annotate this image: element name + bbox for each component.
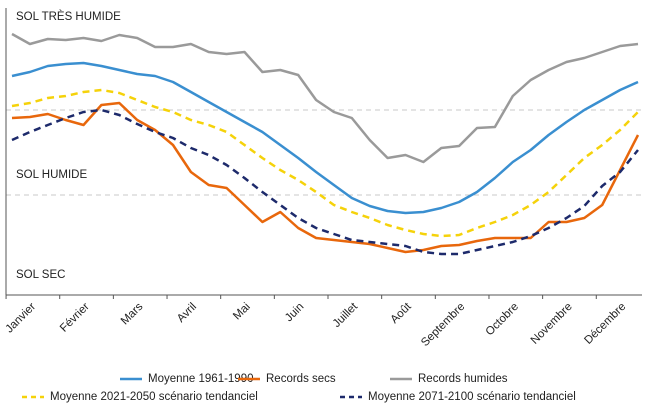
x-tick-label: Septembre bbox=[419, 301, 467, 349]
y-tick-label: SOL TRÈS HUMIDE bbox=[16, 10, 121, 23]
y-tick-label: SOL SEC bbox=[16, 269, 65, 281]
x-tick-label: Janvier bbox=[3, 301, 38, 336]
x-tick-label: Août bbox=[389, 300, 415, 326]
series-line bbox=[11, 32, 639, 164]
x-tick-label: Juillet bbox=[331, 300, 361, 330]
x-tick-label: Décembre bbox=[582, 301, 628, 347]
x-tick-label: Avril bbox=[175, 301, 199, 325]
x-tick-label: Novembre bbox=[529, 301, 575, 347]
x-tick-label: Mars bbox=[119, 301, 146, 328]
legend-label: Records secs bbox=[266, 373, 336, 385]
series-line bbox=[11, 61, 639, 215]
legend-label: Moyenne 2021-2050 scénario tendanciel bbox=[50, 391, 258, 403]
legend-label: Records humides bbox=[418, 373, 508, 385]
y-tick-label: SOL HUMIDE bbox=[16, 169, 87, 181]
x-tick-label: Juin bbox=[283, 301, 306, 324]
x-tick-label: Octobre bbox=[484, 301, 521, 338]
series-line bbox=[11, 88, 639, 238]
legend-label: Moyenne 2071-2100 scénario tendanciel bbox=[368, 391, 576, 403]
legend-label: Moyenne 1961-1990 bbox=[148, 373, 254, 385]
x-tick-label: Février bbox=[58, 301, 92, 335]
series-line bbox=[11, 108, 639, 256]
x-tick-label: Mai bbox=[231, 301, 253, 323]
